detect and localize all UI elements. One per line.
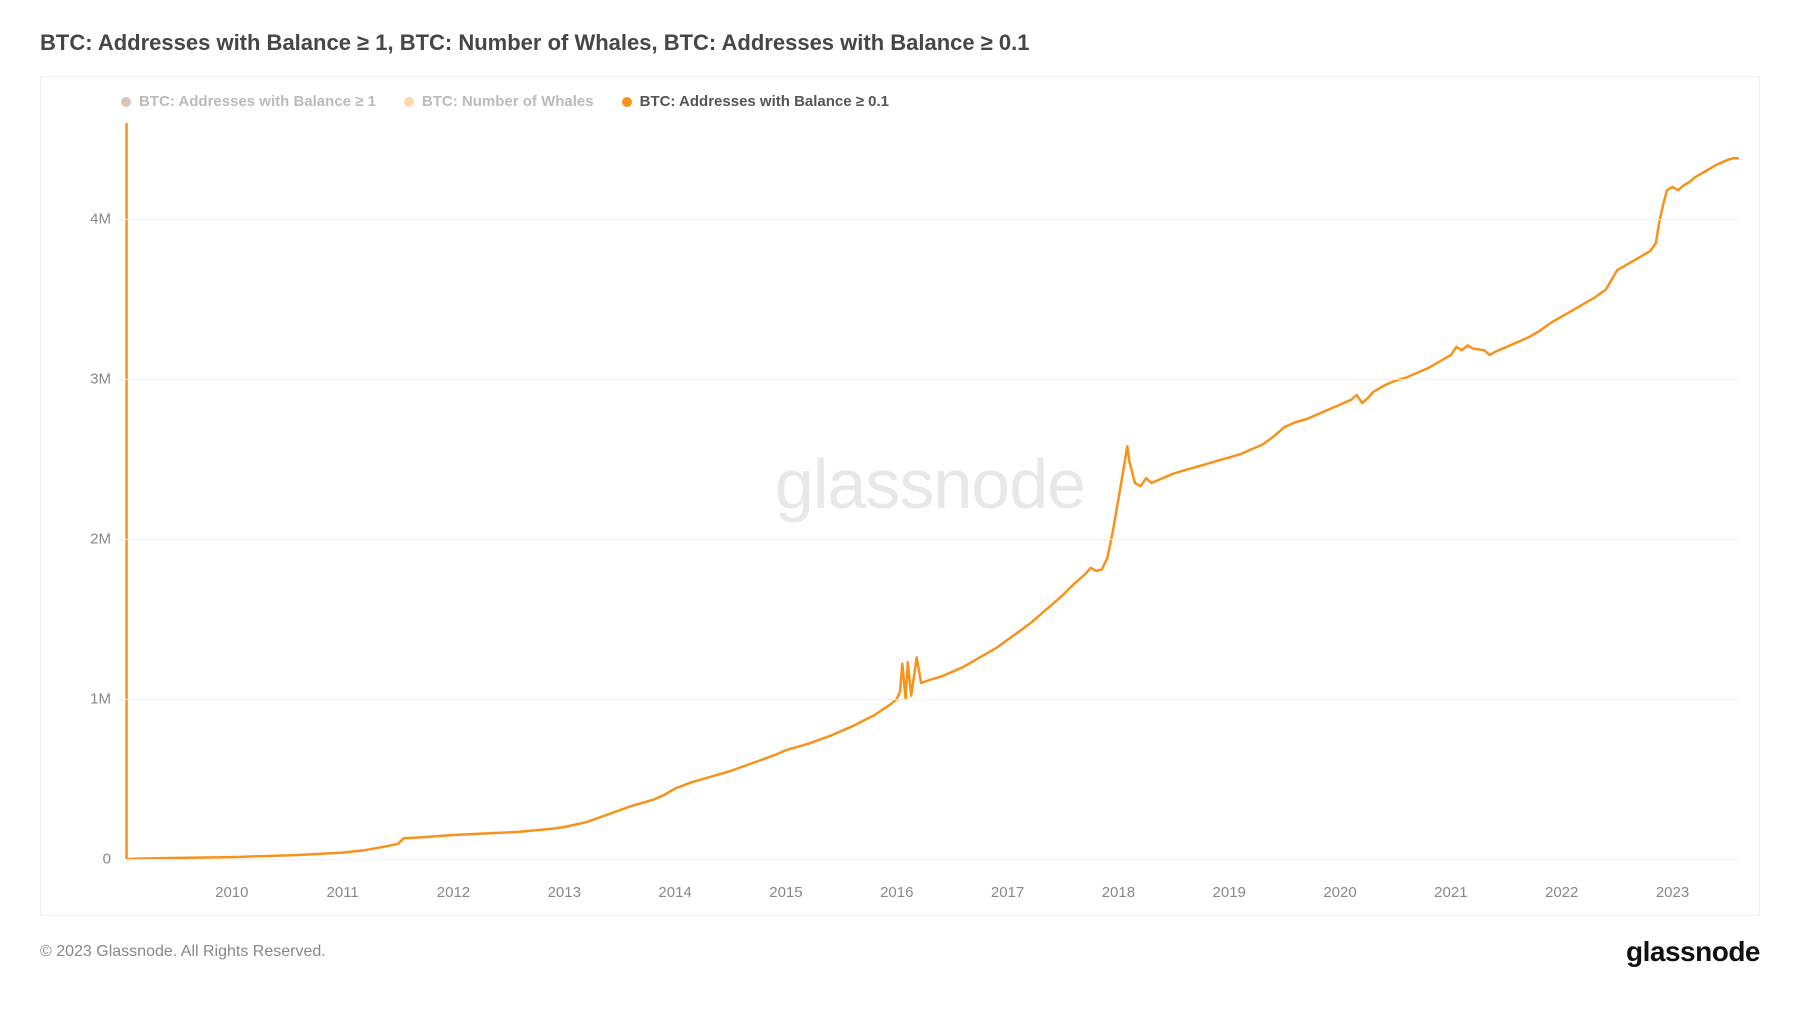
gridline [121, 219, 1739, 220]
copyright: © 2023 Glassnode. All Rights Reserved. [40, 943, 326, 961]
legend: BTC: Addresses with Balance ≥ 1 BTC: Numb… [121, 93, 1739, 110]
y-axis-tick: 1M [51, 691, 111, 708]
x-axis-tick: 2016 [880, 884, 913, 901]
legend-label: BTC: Number of Whales [422, 93, 594, 110]
footer: © 2023 Glassnode. All Rights Reserved. g… [40, 936, 1760, 968]
legend-dot-icon [121, 97, 131, 107]
gridline [121, 859, 1739, 860]
x-axis-tick: 2012 [437, 884, 470, 901]
line-chart-svg [121, 123, 1739, 875]
gridline [121, 699, 1739, 700]
y-axis-tick: 0 [51, 851, 111, 868]
chart-container: BTC: Addresses with Balance ≥ 1 BTC: Numb… [40, 76, 1760, 916]
x-axis-tick: 2015 [769, 884, 802, 901]
x-axis-tick: 2022 [1545, 884, 1578, 901]
gridline [121, 539, 1739, 540]
legend-label: BTC: Addresses with Balance ≥ 1 [139, 93, 376, 110]
y-axis-tick: 2M [51, 531, 111, 548]
legend-dot-icon [404, 97, 414, 107]
plot-area: glassnode 01M2M3M4M201020112012201320142… [121, 123, 1739, 875]
legend-item[interactable]: BTC: Addresses with Balance ≥ 1 [121, 93, 376, 110]
x-axis-tick: 2014 [658, 884, 691, 901]
legend-label: BTC: Addresses with Balance ≥ 0.1 [640, 93, 889, 110]
x-axis-tick: 2023 [1656, 884, 1689, 901]
x-axis-tick: 2018 [1102, 884, 1135, 901]
x-axis-tick: 2021 [1434, 884, 1467, 901]
chart-title: BTC: Addresses with Balance ≥ 1, BTC: Nu… [40, 30, 1760, 56]
x-axis-tick: 2011 [327, 884, 359, 901]
y-axis-tick: 4M [51, 211, 111, 228]
y-axis-tick: 3M [51, 371, 111, 388]
legend-item[interactable]: BTC: Addresses with Balance ≥ 0.1 [622, 93, 889, 110]
x-axis-tick: 2020 [1323, 884, 1356, 901]
gridline [121, 379, 1739, 380]
legend-item[interactable]: BTC: Number of Whales [404, 93, 594, 110]
x-axis-tick: 2019 [1213, 884, 1246, 901]
x-axis-tick: 2013 [548, 884, 581, 901]
legend-dot-icon [622, 97, 632, 107]
series-line [127, 158, 1740, 859]
x-axis-tick: 2010 [215, 884, 248, 901]
brand-logo: glassnode [1626, 936, 1760, 968]
x-axis-tick: 2017 [991, 884, 1024, 901]
